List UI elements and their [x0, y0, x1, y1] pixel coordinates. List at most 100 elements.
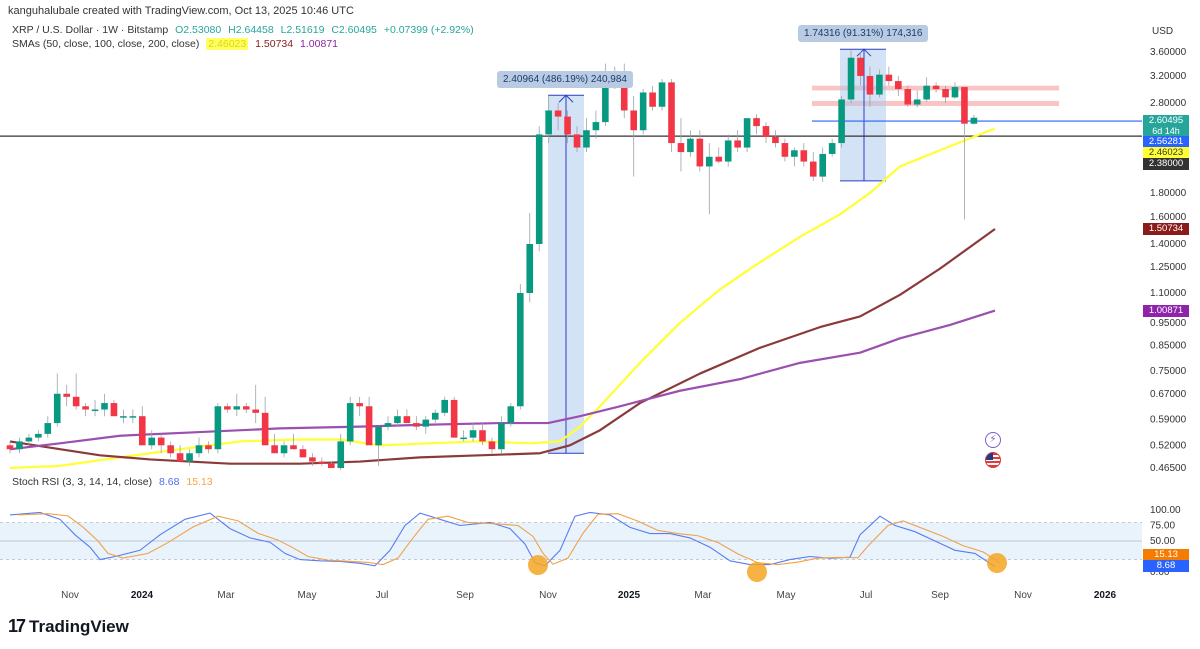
- svg-text:1.60000: 1.60000: [1150, 212, 1187, 223]
- candle: [157, 437, 165, 446]
- svg-text:1.25000: 1.25000: [1150, 262, 1187, 273]
- candle: [195, 445, 203, 454]
- candle: [205, 445, 212, 450]
- candle: [724, 140, 732, 162]
- change-value: +0.07399 (+2.92%): [383, 24, 474, 36]
- time-axis-label: May: [776, 590, 796, 601]
- candle: [450, 399, 458, 438]
- candle: [961, 87, 968, 124]
- candle: [53, 393, 61, 424]
- svg-text:0.95000: 0.95000: [1150, 318, 1187, 329]
- candle: [970, 117, 978, 124]
- stoch-rsi-d-value: 15.13: [186, 476, 213, 488]
- candle: [375, 426, 382, 446]
- candle: [620, 82, 628, 111]
- candle: [819, 153, 826, 177]
- candle: [743, 118, 751, 148]
- high-value: H2.64458: [228, 24, 274, 36]
- sma200-value: 1.00871: [300, 38, 339, 50]
- candle: [309, 457, 316, 462]
- close-value: C2.60495: [331, 24, 377, 36]
- candle: [772, 136, 779, 144]
- time-axis-label: Sep: [931, 590, 949, 601]
- candle: [6, 445, 14, 450]
- candle: [677, 143, 685, 153]
- tradingview-wordmark: TradingView: [29, 616, 129, 636]
- candle: [630, 110, 637, 131]
- candle: [328, 463, 335, 468]
- candle: [384, 423, 392, 427]
- candle: [706, 156, 713, 167]
- stoch-rsi-legend[interactable]: Stoch RSI (3, 3, 14, 14, close) 8.68 15.…: [12, 476, 217, 488]
- candle: [35, 433, 42, 438]
- time-axis-label: Sep: [456, 590, 474, 601]
- candle: [82, 406, 89, 410]
- candle: [781, 143, 789, 157]
- candle: [337, 441, 345, 468]
- svg-text:100.00: 100.00: [1150, 505, 1181, 516]
- time-axis-label: Mar: [217, 590, 235, 601]
- time-axis-label: Nov: [539, 590, 557, 601]
- candle: [413, 423, 420, 427]
- low-value: L2.51619: [280, 24, 325, 36]
- candle: [224, 406, 231, 410]
- sma-legend[interactable]: SMAs (50, close, 100, close, 200, close)…: [12, 38, 342, 50]
- svg-text:1.40000: 1.40000: [1150, 239, 1187, 250]
- candle: [847, 57, 855, 100]
- candle: [460, 437, 467, 440]
- candle: [866, 75, 874, 95]
- svg-text:1.80000: 1.80000: [1150, 188, 1187, 199]
- candle: [942, 89, 949, 98]
- price-tag: 2.38000: [1143, 158, 1189, 170]
- time-axis-label: Jul: [375, 590, 389, 601]
- open-value: O2.53080: [175, 24, 222, 36]
- candle: [242, 406, 250, 410]
- candle: [290, 445, 297, 450]
- svg-text:3.20000: 3.20000: [1150, 71, 1187, 82]
- candle: [876, 74, 883, 95]
- svg-text:0.85000: 0.85000: [1150, 340, 1187, 351]
- resistance-zone: [812, 100, 1059, 107]
- svg-text:0.75000: 0.75000: [1150, 366, 1187, 377]
- candle: [649, 92, 656, 107]
- svg-text:0.46500: 0.46500: [1150, 463, 1187, 474]
- candle: [479, 430, 486, 442]
- candle: [129, 416, 137, 418]
- candle: [554, 110, 562, 117]
- candle: [498, 423, 505, 450]
- candle: [951, 87, 959, 98]
- candle: [44, 423, 52, 434]
- stoch-rsi-k-value: 8.68: [159, 476, 180, 488]
- candle: [602, 75, 609, 123]
- time-axis-label: May: [297, 590, 317, 601]
- candle: [932, 85, 940, 90]
- oversold-highlight: [528, 555, 548, 575]
- stoch-rsi-label: Stoch RSI (3, 3, 14, 14, close): [12, 476, 153, 488]
- candle: [828, 143, 836, 154]
- candle: [16, 441, 23, 450]
- candle: [639, 92, 647, 131]
- candle: [101, 403, 108, 410]
- sma-label: SMAs (50, close, 100, close, 200, close): [12, 38, 200, 50]
- svg-text:3.60000: 3.60000: [1150, 47, 1187, 58]
- candle: [535, 134, 543, 244]
- tradingview-logo[interactable]: 17 TradingView: [8, 616, 129, 637]
- candle: [318, 461, 326, 464]
- svg-text:0.59000: 0.59000: [1150, 415, 1187, 426]
- svg-text:75.00: 75.00: [1150, 521, 1175, 532]
- candle: [280, 445, 288, 454]
- symbol-name: XRP / U.S. Dollar · 1W · Bitstamp: [12, 24, 169, 36]
- chart-attribution: kanguhalubale created with TradingView.c…: [8, 5, 354, 17]
- dividend-flash-icon[interactable]: ⚡: [985, 432, 1001, 448]
- svg-text:1.10000: 1.10000: [1150, 288, 1187, 299]
- symbol-legend: XRP / U.S. Dollar · 1W · Bitstamp O2.530…: [12, 24, 478, 36]
- candle: [715, 156, 723, 162]
- candle: [72, 396, 80, 407]
- candle: [167, 445, 174, 454]
- us-flag-event-icon[interactable]: [985, 452, 1001, 468]
- svg-text:0.67000: 0.67000: [1150, 389, 1187, 400]
- candle: [857, 57, 864, 76]
- price-tag: 2.60495 6d 14h: [1143, 115, 1189, 137]
- oversold-highlight: [987, 553, 1007, 573]
